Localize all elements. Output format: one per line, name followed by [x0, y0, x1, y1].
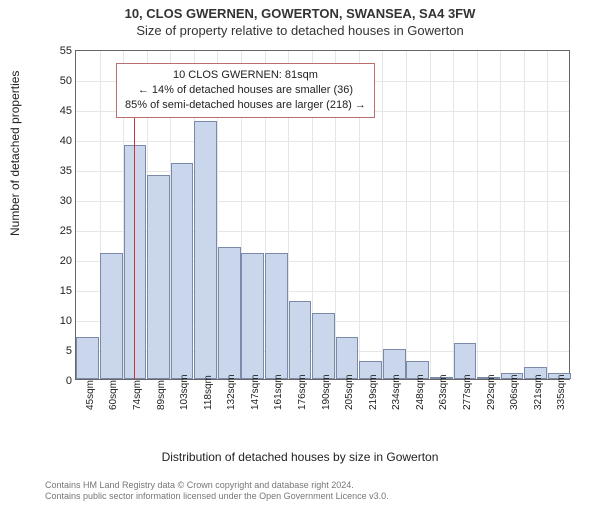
y-tick-label: 5 — [50, 345, 72, 357]
x-tick-label: 248sqm — [415, 374, 426, 410]
y-tick-label: 20 — [50, 255, 72, 267]
annotation-line1: 10 CLOS GWERNEN: 81sqm — [125, 68, 366, 83]
gridline-horizontal — [76, 141, 569, 142]
y-tick-label: 45 — [50, 105, 72, 117]
histogram-bar — [147, 175, 170, 379]
histogram-bar — [171, 163, 194, 379]
histogram-bar — [218, 247, 241, 379]
x-tick-label: 147sqm — [250, 374, 261, 410]
x-tick-label: 263sqm — [438, 374, 449, 410]
histogram-plot: 051015202530354045505545sqm60sqm74sqm89s… — [75, 50, 570, 380]
x-tick-label: 74sqm — [132, 380, 143, 410]
histogram-bar — [289, 301, 312, 379]
marker-line — [134, 115, 135, 379]
x-tick-label: 321sqm — [533, 374, 544, 410]
gridline-vertical — [547, 51, 548, 379]
gridline-vertical — [500, 51, 501, 379]
y-tick-label: 15 — [50, 285, 72, 297]
annotation-line3: 85% of semi-detached houses are larger (… — [125, 98, 366, 113]
x-tick-label: 161sqm — [273, 374, 284, 410]
y-tick-label: 50 — [50, 75, 72, 87]
y-tick-label: 55 — [50, 45, 72, 57]
x-tick-label: 277sqm — [462, 374, 473, 410]
y-tick-label: 30 — [50, 195, 72, 207]
x-axis-label: Distribution of detached houses by size … — [0, 450, 600, 464]
x-tick-label: 205sqm — [344, 374, 355, 410]
footer-line1: Contains HM Land Registry data © Crown c… — [45, 480, 389, 491]
chart-container: 051015202530354045505545sqm60sqm74sqm89s… — [45, 50, 570, 430]
y-tick-label: 40 — [50, 135, 72, 147]
x-tick-label: 219sqm — [368, 374, 379, 410]
x-tick-label: 103sqm — [179, 374, 190, 410]
x-tick-label: 132sqm — [226, 374, 237, 410]
gridline-vertical — [477, 51, 478, 379]
page-title: 10, CLOS GWERNEN, GOWERTON, SWANSEA, SA4… — [0, 6, 600, 21]
histogram-bar — [241, 253, 264, 379]
page-subtitle: Size of property relative to detached ho… — [0, 23, 600, 38]
histogram-bar — [265, 253, 288, 379]
footer-line2: Contains public sector information licen… — [45, 491, 389, 502]
x-tick-label: 292sqm — [486, 374, 497, 410]
histogram-bar — [336, 337, 359, 379]
annotation-box: 10 CLOS GWERNEN: 81sqm ← 14% of detached… — [116, 63, 375, 118]
x-tick-label: 60sqm — [108, 380, 119, 410]
histogram-bar — [100, 253, 123, 379]
annotation-line2: ← 14% of detached houses are smaller (36… — [125, 83, 366, 98]
gridline-vertical — [453, 51, 454, 379]
y-tick-label: 0 — [50, 375, 72, 387]
y-axis-label: Number of detached properties — [8, 71, 22, 236]
x-tick-label: 118sqm — [203, 375, 214, 410]
x-tick-label: 190sqm — [321, 374, 332, 410]
histogram-bar — [312, 313, 335, 379]
gridline-vertical — [406, 51, 407, 379]
histogram-bar — [76, 337, 99, 379]
x-tick-label: 45sqm — [85, 380, 96, 410]
gridline-vertical — [430, 51, 431, 379]
footer-attribution: Contains HM Land Registry data © Crown c… — [45, 480, 389, 503]
y-tick-label: 25 — [50, 225, 72, 237]
gridline-vertical — [382, 51, 383, 379]
x-tick-label: 89sqm — [156, 380, 167, 410]
x-tick-label: 234sqm — [391, 374, 402, 410]
x-tick-label: 335sqm — [556, 374, 567, 410]
histogram-bar — [194, 121, 217, 379]
x-tick-label: 306sqm — [509, 374, 520, 410]
gridline-vertical — [524, 51, 525, 379]
y-tick-label: 10 — [50, 315, 72, 327]
y-tick-label: 35 — [50, 165, 72, 177]
x-tick-label: 176sqm — [297, 374, 308, 410]
gridline-horizontal — [76, 171, 569, 172]
